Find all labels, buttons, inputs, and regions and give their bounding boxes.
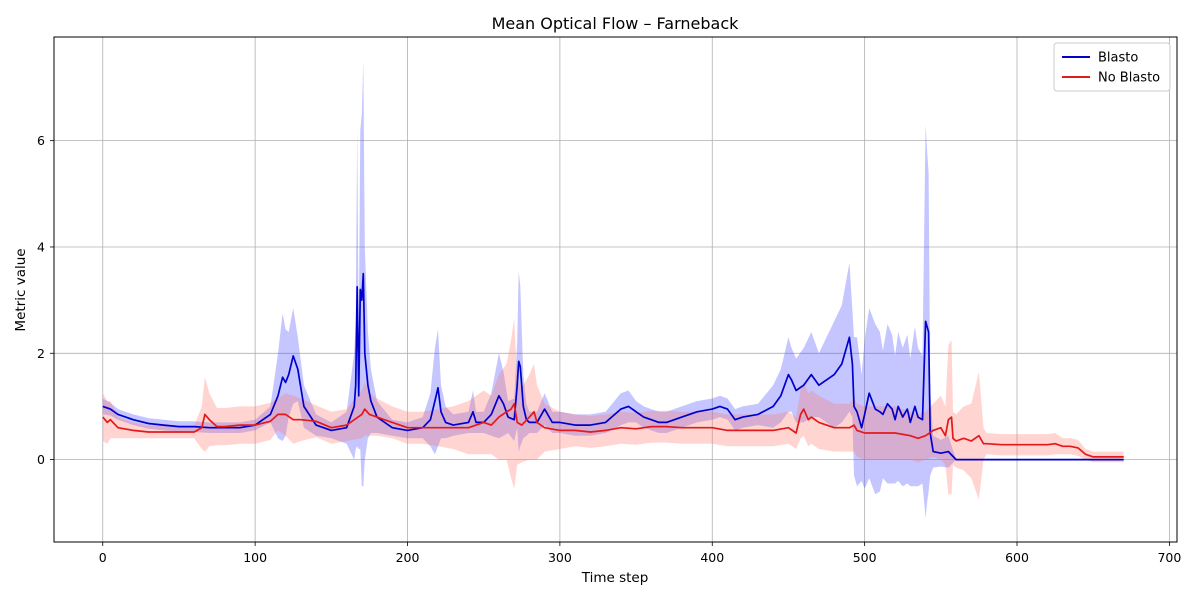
y-tick-label: 2	[37, 346, 45, 361]
x-tick-label: 200	[396, 550, 420, 565]
legend: Blasto No Blasto	[1053, 42, 1171, 92]
x-tick-label: 500	[853, 550, 877, 565]
series-lines	[102, 272, 1124, 461]
y-axis: 0 2 4 6	[37, 133, 54, 467]
x-axis: 0 100 200 300 400 500 600 700	[99, 542, 1181, 565]
y-tick-label: 4	[37, 239, 45, 254]
x-tick-label: 0	[99, 550, 107, 565]
y-axis-label: Metric value	[13, 248, 29, 331]
x-axis-label: Time step	[581, 570, 649, 586]
legend-label-blasto: Blasto	[1098, 51, 1138, 66]
legend-label-no-blasto: No Blasto	[1098, 71, 1160, 86]
y-tick-label: 6	[37, 133, 45, 148]
std-band-blasto	[102, 60, 1124, 519]
x-tick-label: 100	[243, 550, 267, 565]
x-tick-label: 700	[1157, 550, 1181, 565]
std-bands	[102, 60, 1124, 519]
legend-box	[1053, 42, 1171, 92]
series-line-no-blasto	[102, 402, 1124, 458]
x-tick-label: 600	[1005, 550, 1029, 565]
plot-frame	[53, 36, 1178, 543]
x-tick-label: 300	[548, 550, 572, 565]
y-tick-label: 0	[37, 452, 45, 467]
series-line-blasto	[102, 272, 1124, 461]
std-band-no-blasto	[102, 318, 1124, 500]
chart-title: Mean Optical Flow – Farneback	[492, 14, 740, 33]
x-tick-label: 400	[700, 550, 724, 565]
